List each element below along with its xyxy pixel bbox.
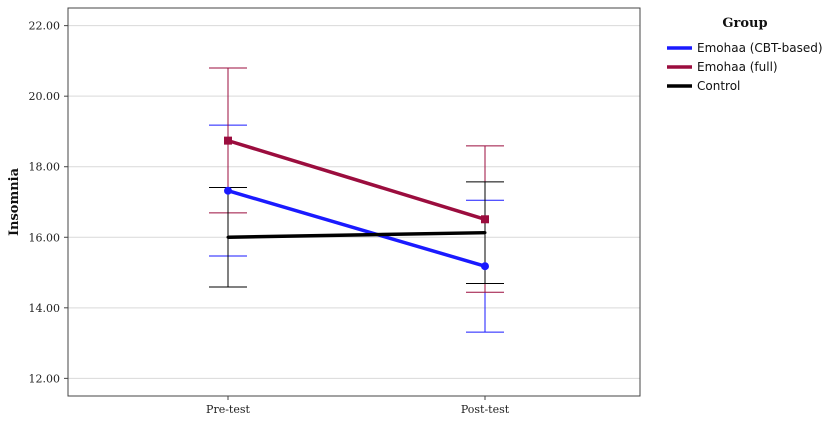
y-tick-label: 22.00 [29,20,61,33]
series-line [227,230,486,240]
legend-entry: Emohaa (CBT-based) [697,41,823,55]
data-point [224,136,232,145]
y-tick-label: 12.00 [29,372,61,385]
x-tick-label: Pre-test [206,403,250,416]
data-point [481,262,489,271]
y-tick-label: 14.00 [29,302,61,315]
legend-entry: Control [697,79,740,93]
y-tick-label: 20.00 [29,90,61,103]
data-point [483,231,487,235]
series-line [227,138,486,221]
legend-entry: Emohaa (full) [697,60,778,74]
legend: Group Emohaa (CBT-based) Emohaa (full) Con… [667,16,823,93]
y-tick-label: 18.00 [29,161,61,174]
x-tick-label: Post-test [461,403,510,416]
y-axis-ticks: 12.00 14.00 16.00 18.00 20.00 22.00 [29,20,68,385]
plot-area [67,7,641,397]
y-tick-label: 16.00 [29,231,61,244]
series-lines [227,138,486,268]
legend-title: Group [722,16,767,31]
gridlines [68,25,640,379]
series-line [227,189,486,268]
series-markers [224,136,489,271]
error-bars [209,67,504,333]
data-point [481,215,489,224]
data-point [226,235,230,239]
x-axis-ticks: Pre-test Post-test [206,396,510,416]
y-axis-title: Insomnia [7,167,22,236]
data-point [224,186,232,195]
